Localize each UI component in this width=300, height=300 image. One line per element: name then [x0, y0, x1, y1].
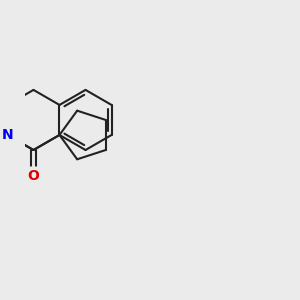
Text: O: O [28, 169, 39, 182]
Text: N: N [2, 128, 13, 142]
